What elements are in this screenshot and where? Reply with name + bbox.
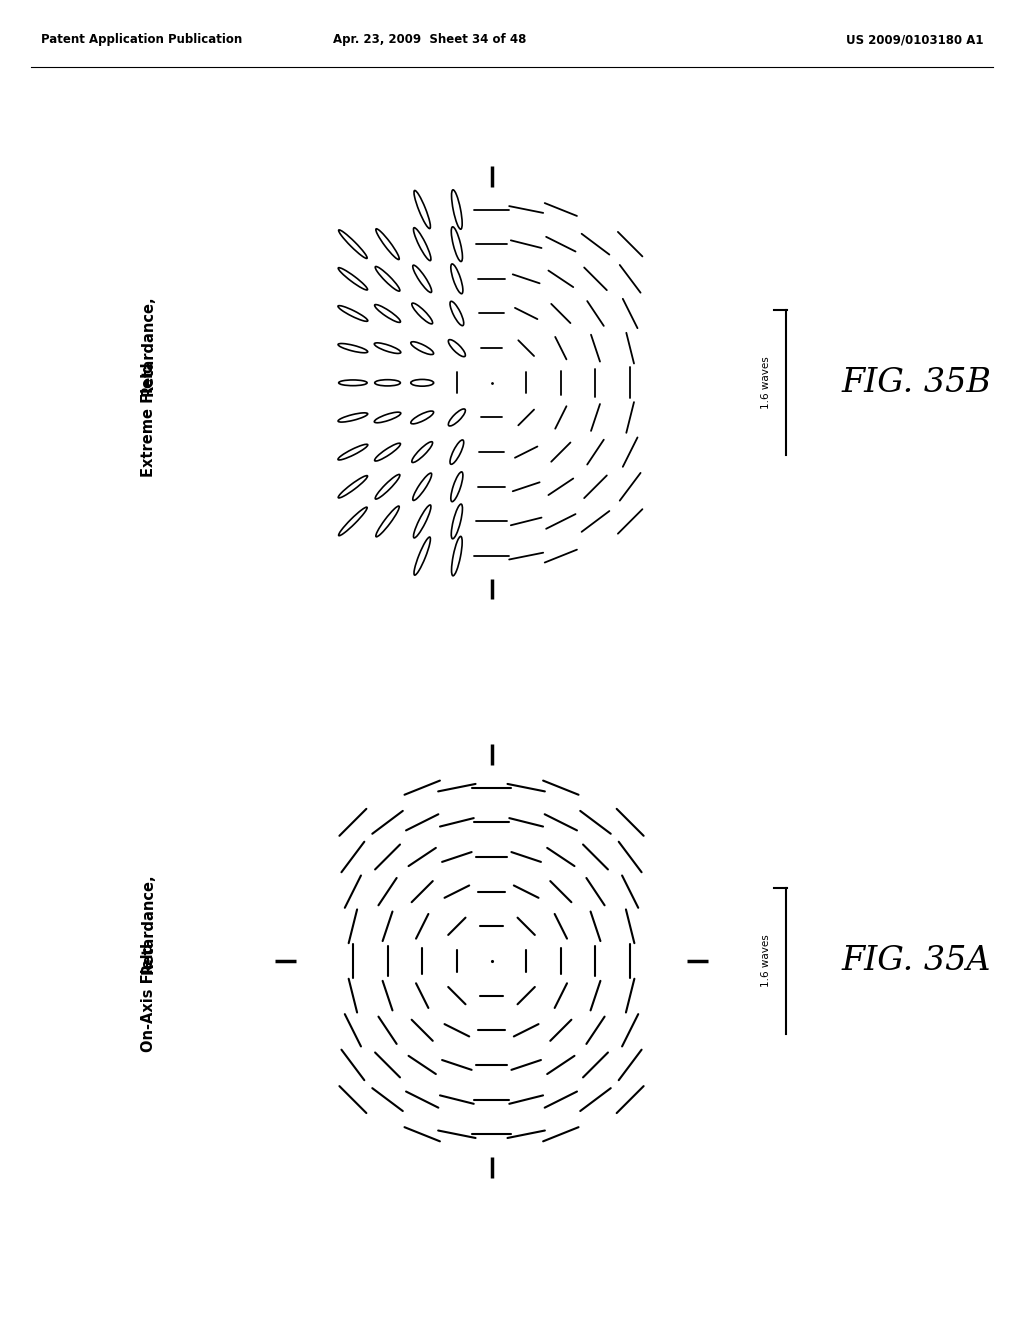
Text: On-Axis Field: On-Axis Field [141,944,156,1052]
Text: Retardance,: Retardance, [141,874,156,974]
Text: Extreme Field: Extreme Field [141,363,156,477]
Text: Retardance,: Retardance, [141,296,156,396]
Text: 1.6 waves: 1.6 waves [761,935,771,987]
Text: Patent Application Publication: Patent Application Publication [41,33,243,46]
Text: FIG. 35A: FIG. 35A [842,945,991,977]
Text: 1.6 waves: 1.6 waves [761,356,771,409]
Text: Apr. 23, 2009  Sheet 34 of 48: Apr. 23, 2009 Sheet 34 of 48 [334,33,526,46]
Text: US 2009/0103180 A1: US 2009/0103180 A1 [846,33,983,46]
Text: FIG. 35B: FIG. 35B [842,367,991,399]
